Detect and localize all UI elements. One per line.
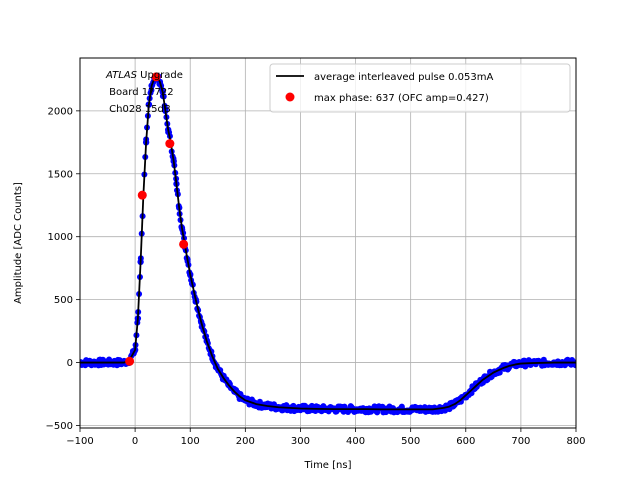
x-tick-label: 200 [236,436,255,447]
y-tick-label: 0 [67,358,73,369]
max-phase-marker [125,356,135,366]
legend-box [269,63,571,113]
max-phase-marker [151,72,161,82]
x-tick-label: 800 [566,436,585,447]
y-tick-label: 1500 [48,169,73,180]
legend-label-max-phase: max phase: 637 (OFC amp=0.427) [314,93,489,104]
annotation-line-3: Ch028 15dB [106,104,171,115]
plot-data [80,72,576,416]
sample-dot [374,409,381,416]
plot-frame [79,57,577,429]
ticks: −100 0 100 200 300 400 500 600 700 800 −500 0 500 100… [46,106,586,447]
max-phase-marker [165,139,175,149]
x-tick-label: 500 [401,436,420,447]
y-tick-label: 1000 [48,232,73,243]
max-phase-marker [137,190,147,200]
annotation-atlas: ATLAS [105,70,138,81]
annotation-upgrade: Upgrade [137,70,183,81]
x-tick-label: 300 [291,436,310,447]
annotation-line-2: Board 17722 [106,87,174,98]
max-phase-markers [125,72,189,366]
legend-label-average: average interleaved pulse 0.053mA [314,72,493,83]
x-tick-label: 0 [132,436,138,447]
x-tick-label: 700 [511,436,530,447]
max-phase-marker [179,239,189,249]
y-axis-title: Amplitude [ADC Counts] [13,182,24,304]
plot-series [80,72,576,416]
x-tick-label: 400 [346,436,365,447]
legend-marker-swatch [285,92,295,102]
y-tick-label: 2000 [48,106,73,117]
x-axis-title: Time [ns] [303,460,351,471]
sample-dot [572,362,576,369]
x-tick-label: 100 [181,436,200,447]
x-tick-label: −100 [66,436,93,447]
x-tick-label: 600 [456,436,475,447]
legend: average interleaved pulse 0.053mA max ph… [269,63,571,113]
average-pulse-line [80,75,576,411]
y-tick-label: −500 [46,421,73,432]
y-tick-label: 500 [54,295,73,306]
annotation-line-1: ATLAS Upgrade [105,70,183,81]
